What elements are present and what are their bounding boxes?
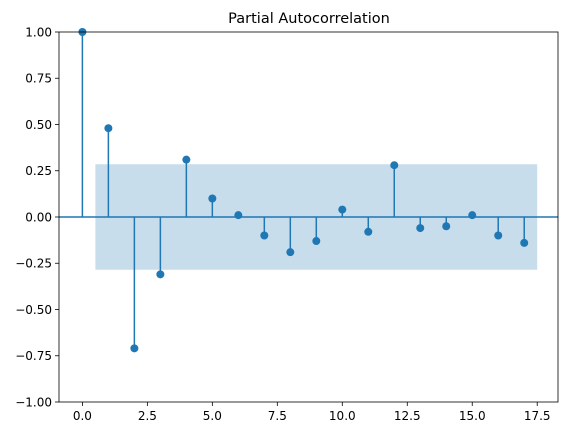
x-tick-label: 17.5 <box>524 409 551 423</box>
stem-marker-lag-17 <box>520 238 529 247</box>
stem-marker-lag-6 <box>234 211 243 220</box>
y-tick-label: −1.00 <box>15 395 52 409</box>
y-tick-label: 0.25 <box>25 164 52 178</box>
x-axis: 0.0 2.5 5.0 7.5 10.0 12.5 15.0 17.5 <box>73 402 551 423</box>
stem-marker-lag-16 <box>494 231 503 240</box>
x-tick-label: 10.0 <box>329 409 356 423</box>
x-tick-label: 0.0 <box>73 409 92 423</box>
x-tick-label: 7.5 <box>268 409 287 423</box>
y-axis: −1.00 −0.75 −0.50 −0.25 0.00 0.25 0.50 0.75 1.00 <box>15 25 59 409</box>
y-tick-label: 0.75 <box>25 72 52 86</box>
stem-marker-lag-9 <box>312 237 321 246</box>
stem-marker-lag-14 <box>442 222 451 231</box>
x-tick-label: 2.5 <box>138 409 157 423</box>
stem-marker-lag-13 <box>416 224 425 233</box>
x-tick-label: 12.5 <box>394 409 421 423</box>
y-tick-label: 1.00 <box>25 25 52 39</box>
y-tick-label: 0.00 <box>25 210 52 224</box>
stem-marker-lag-2 <box>130 344 139 353</box>
y-tick-label: −0.25 <box>15 257 52 271</box>
stem-marker-lag-8 <box>286 248 295 257</box>
stem-marker-lag-5 <box>208 194 217 203</box>
stem-marker-lag-11 <box>364 227 373 236</box>
stem-marker-lag-3 <box>156 270 165 279</box>
y-tick-label: −0.50 <box>15 303 52 317</box>
stem-marker-lag-10 <box>338 205 347 214</box>
stem-marker-lag-1 <box>104 124 113 133</box>
x-tick-label: 5.0 <box>203 409 222 423</box>
stem-marker-lag-4 <box>182 155 191 164</box>
chart-title: Partial Autocorrelation <box>228 11 390 27</box>
y-tick-label: 0.50 <box>25 118 52 132</box>
stem-marker-lag-7 <box>260 231 269 240</box>
stems-layer <box>78 28 529 353</box>
stem-marker-lag-15 <box>468 211 477 220</box>
y-tick-label: −0.75 <box>15 349 52 363</box>
stem-marker-lag-12 <box>390 161 399 170</box>
x-tick-label: 15.0 <box>459 409 486 423</box>
